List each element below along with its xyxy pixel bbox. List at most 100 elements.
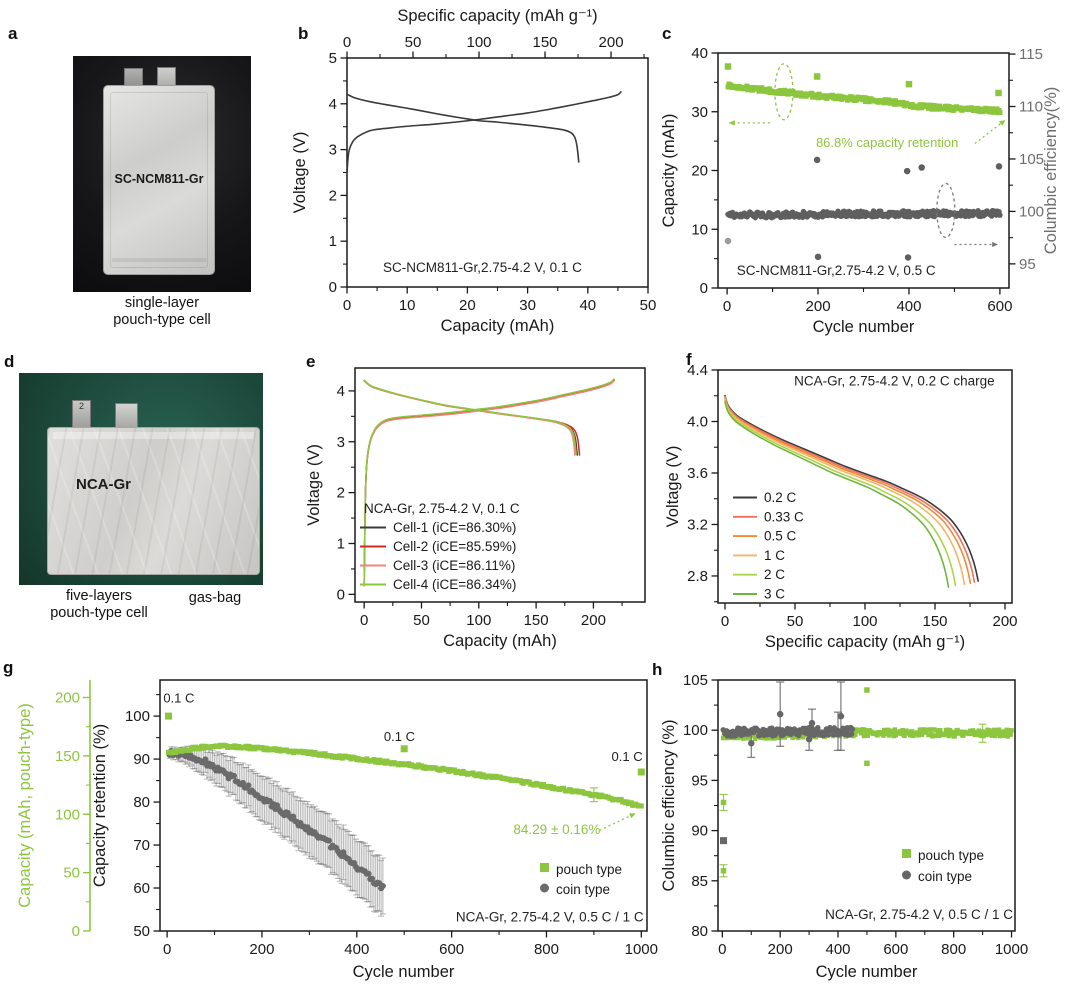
svg-text:0: 0 [329,279,337,296]
svg-text:Cell-1 (iCE=86.30%): Cell-1 (iCE=86.30%) [393,520,516,535]
svg-text:90: 90 [691,823,708,840]
svg-text:pouch type: pouch type [918,848,984,863]
svg-text:0.2 C: 0.2 C [764,490,797,505]
svg-text:coin type: coin type [556,882,610,897]
svg-text:4: 4 [329,96,337,113]
panel-letter-c: c [662,24,672,43]
svg-text:Cell-2 (iCE=85.59%): Cell-2 (iCE=85.59%) [393,539,516,554]
caption-line: gas-bag [188,590,242,606]
caption-line: pouch-type cell [50,604,148,621]
svg-text:105: 105 [683,672,708,689]
svg-text:115: 115 [1019,46,1043,63]
svg-text:0.1 C: 0.1 C [612,749,643,764]
svg-text:10: 10 [691,221,708,238]
svg-text:2: 2 [329,187,337,204]
pouch-label: NCA-Gr [76,476,131,493]
svg-text:100: 100 [1019,203,1044,220]
svg-text:150: 150 [524,612,549,629]
svg-text:200: 200 [992,613,1017,630]
svg-text:50: 50 [787,613,804,630]
svg-text:1: 1 [337,536,345,553]
svg-text:200: 200 [768,941,793,958]
svg-text:200: 200 [249,941,274,958]
svg-text:Capacity (mAh): Capacity (mAh) [660,114,678,228]
svg-text:30: 30 [519,297,536,314]
tab-number: 2 [78,401,84,411]
panel-letter-f: f [686,350,692,369]
svg-text:1000: 1000 [625,941,658,958]
caption-line: single-layer [124,295,200,311]
svg-text:NCA-Gr, 2.75-4.2 V, 0.2 C char: NCA-Gr, 2.75-4.2 V, 0.2 C charge [794,373,995,388]
svg-text:0: 0 [360,612,368,629]
svg-text:0: 0 [343,297,351,314]
svg-text:SC-NCM811-Gr,2.75-4.2 V, 0.5 C: SC-NCM811-Gr,2.75-4.2 V, 0.5 C [737,263,936,278]
svg-text:Voltage (V): Voltage (V) [305,444,323,526]
svg-text:3: 3 [337,434,345,451]
panel-letter-g: g [3,658,14,677]
svg-text:0: 0 [343,34,351,51]
svg-text:Voltage (V): Voltage (V) [664,446,682,528]
svg-text:50: 50 [413,612,430,629]
svg-text:Capacity (mAh): Capacity (mAh) [441,317,555,335]
pouch-label: SC-NCM811-Gr [114,172,204,186]
svg-text:95: 95 [691,772,708,789]
svg-text:105: 105 [1019,151,1044,168]
svg-text:50: 50 [63,865,80,882]
svg-text:5: 5 [329,50,337,67]
svg-text:2 C: 2 C [764,567,785,582]
svg-text:200: 200 [55,690,80,707]
svg-text:1000: 1000 [995,941,1028,958]
svg-text:150: 150 [533,34,558,51]
svg-text:Columbic efficiency(%): Columbic efficiency(%) [1042,87,1060,255]
svg-text:80: 80 [691,923,708,940]
svg-text:400: 400 [896,298,921,315]
svg-text:Capacity (mAh): Capacity (mAh) [443,632,557,650]
svg-text:100: 100 [852,613,877,630]
panel-d-caption-cell: five-layers pouch-type cell [19,588,179,621]
svg-text:0.1 C: 0.1 C [384,729,415,744]
svg-text:84.29 ± 0.16%: 84.29 ± 0.16% [513,822,600,837]
svg-text:60: 60 [133,880,150,897]
svg-text:50: 50 [405,34,422,51]
panel-a-photo: SC-NCM811-Gr [73,56,251,292]
svg-text:Specific capacity (mAh g⁻¹): Specific capacity (mAh g⁻¹) [397,7,597,25]
svg-text:0: 0 [721,613,729,630]
svg-text:Columbic efficiency (%): Columbic efficiency (%) [660,719,678,891]
pouch-cell: NCA-Gr [47,427,260,575]
panel-letter-e: e [306,352,316,371]
svg-text:0: 0 [337,586,345,603]
panel-e-chart: 0 50 100 150 200 Capacity (mAh) 0 1 2 3 4 Voltage (… [305,367,646,650]
cell-tab-icon [157,67,176,88]
svg-text:600: 600 [439,941,464,958]
svg-text:800: 800 [941,941,966,958]
svg-text:400: 400 [825,941,850,958]
svg-text:0: 0 [723,298,731,315]
svg-text:100: 100 [466,612,491,629]
svg-text:0: 0 [700,280,708,297]
svg-text:1 C: 1 C [764,548,785,563]
svg-text:80: 80 [133,794,150,811]
svg-text:20: 20 [691,163,708,180]
svg-text:Cycle number: Cycle number [813,318,915,336]
svg-text:Cell-4 (iCE=86.34%): Cell-4 (iCE=86.34%) [393,577,516,592]
svg-text:85: 85 [691,873,708,890]
svg-text:3.6: 3.6 [687,465,708,482]
svg-text:100: 100 [683,722,708,739]
svg-text:coin type: coin type [918,869,972,884]
svg-text:Specific capacity (mAh g⁻¹): Specific capacity (mAh g⁻¹) [765,633,965,651]
caption-line: five-layers [65,588,133,604]
svg-text:pouch type: pouch type [556,862,622,877]
svg-text:100: 100 [467,34,492,51]
svg-text:800: 800 [534,941,559,958]
cell-tab-icon [124,68,143,88]
panel-letter-b: b [298,24,309,43]
svg-text:2: 2 [337,485,345,502]
svg-text:150: 150 [55,748,80,765]
svg-text:70: 70 [133,837,150,854]
svg-text:40: 40 [691,45,708,62]
svg-text:90: 90 [133,751,150,768]
svg-text:4: 4 [337,383,345,400]
svg-text:0: 0 [72,923,80,940]
svg-text:NCA-Gr, 2.75-4.2 V, 0.5 C / 1: NCA-Gr, 2.75-4.2 V, 0.5 C / 1 C [456,910,644,925]
